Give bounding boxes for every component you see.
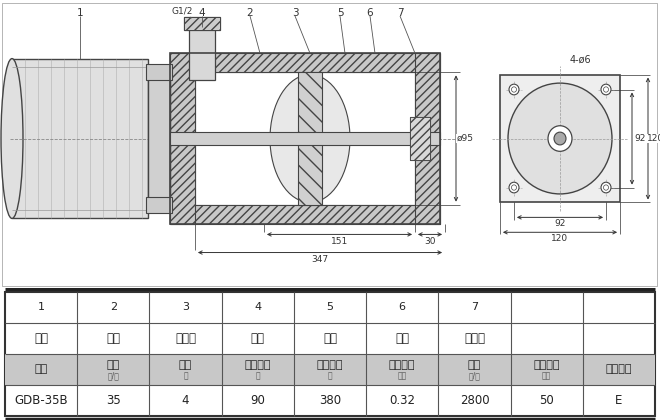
Text: 额定电压: 额定电压 xyxy=(317,360,343,370)
Text: 后盖: 后盖 xyxy=(395,332,409,345)
Text: 120: 120 xyxy=(552,234,568,243)
Bar xyxy=(298,73,322,205)
Text: 型号: 型号 xyxy=(34,365,48,374)
Bar xyxy=(5,354,655,385)
Text: GDB-35B: GDB-35B xyxy=(15,394,68,407)
Text: 90: 90 xyxy=(250,394,265,407)
Bar xyxy=(410,117,430,160)
Bar xyxy=(195,73,415,205)
Text: 7: 7 xyxy=(397,8,403,18)
Text: 2: 2 xyxy=(110,302,117,312)
Circle shape xyxy=(601,84,611,95)
Text: ø95: ø95 xyxy=(457,134,473,143)
Bar xyxy=(170,132,440,145)
Text: 151: 151 xyxy=(331,237,348,247)
Ellipse shape xyxy=(1,59,23,218)
Bar xyxy=(500,75,620,202)
Text: E: E xyxy=(615,394,622,407)
Text: 92: 92 xyxy=(634,134,645,143)
Text: 转速: 转速 xyxy=(468,360,481,370)
Text: 额定电流: 额定电流 xyxy=(389,360,416,370)
Text: 347: 347 xyxy=(312,255,329,265)
Text: 瓦: 瓦 xyxy=(255,371,260,380)
Bar xyxy=(170,205,440,224)
Text: 6: 6 xyxy=(367,8,374,18)
Text: 1: 1 xyxy=(77,8,83,18)
Text: 额定功率: 额定功率 xyxy=(244,360,271,370)
Bar xyxy=(146,64,172,80)
Bar xyxy=(146,197,172,213)
Text: 3: 3 xyxy=(292,8,298,18)
Circle shape xyxy=(512,87,517,92)
Bar xyxy=(12,59,148,218)
Text: 7: 7 xyxy=(471,302,478,312)
Text: 转子轴: 转子轴 xyxy=(175,332,196,345)
Circle shape xyxy=(601,182,611,193)
Text: 0.32: 0.32 xyxy=(389,394,415,407)
Circle shape xyxy=(548,126,572,151)
Text: 4: 4 xyxy=(182,394,189,407)
Text: 4: 4 xyxy=(199,8,205,18)
Text: 轴承: 轴承 xyxy=(251,332,265,345)
Text: 赫兹: 赫兹 xyxy=(542,371,551,380)
Bar xyxy=(148,75,170,202)
Text: 30: 30 xyxy=(424,237,436,247)
Text: 升/分: 升/分 xyxy=(108,371,119,380)
Text: 泵体: 泵体 xyxy=(106,332,120,345)
Text: 6: 6 xyxy=(399,302,406,312)
Circle shape xyxy=(509,182,519,193)
Ellipse shape xyxy=(270,75,350,202)
Text: 3: 3 xyxy=(182,302,189,312)
Text: 120: 120 xyxy=(647,134,660,143)
Text: 安培: 安培 xyxy=(397,371,407,380)
Circle shape xyxy=(509,84,519,95)
Text: 4: 4 xyxy=(254,302,261,312)
Text: 电机: 电机 xyxy=(34,332,48,345)
Text: 绣缘等级: 绣缘等级 xyxy=(606,365,632,374)
Text: 伏: 伏 xyxy=(327,371,333,380)
Text: 米: 米 xyxy=(183,371,188,380)
Bar xyxy=(410,117,430,160)
Text: 2: 2 xyxy=(247,8,253,18)
Text: 叶轮: 叶轮 xyxy=(323,332,337,345)
Circle shape xyxy=(508,83,612,194)
Bar xyxy=(170,53,440,224)
Bar xyxy=(170,53,195,224)
Text: 扬程: 扬程 xyxy=(179,360,192,370)
Text: 额定频率: 额定频率 xyxy=(533,360,560,370)
Bar xyxy=(184,17,220,30)
Circle shape xyxy=(512,185,517,190)
Text: 92: 92 xyxy=(554,219,566,228)
Text: 5: 5 xyxy=(327,302,333,312)
Text: 流量: 流量 xyxy=(107,360,120,370)
Circle shape xyxy=(603,185,609,190)
Text: 2800: 2800 xyxy=(459,394,489,407)
Text: 380: 380 xyxy=(319,394,341,407)
Text: 5: 5 xyxy=(337,8,343,18)
Text: 35: 35 xyxy=(106,394,121,407)
Text: 50: 50 xyxy=(539,394,554,407)
Circle shape xyxy=(554,132,566,145)
Bar xyxy=(170,53,440,73)
Text: 4-ø6: 4-ø6 xyxy=(570,55,591,65)
Bar xyxy=(184,17,220,30)
Bar xyxy=(415,53,440,224)
Text: 1: 1 xyxy=(38,302,45,312)
Bar xyxy=(189,19,215,80)
Text: 搞拌器: 搞拌器 xyxy=(464,332,485,345)
Text: 转/分: 转/分 xyxy=(469,371,480,380)
Text: G1/2: G1/2 xyxy=(172,7,193,16)
Circle shape xyxy=(603,87,609,92)
